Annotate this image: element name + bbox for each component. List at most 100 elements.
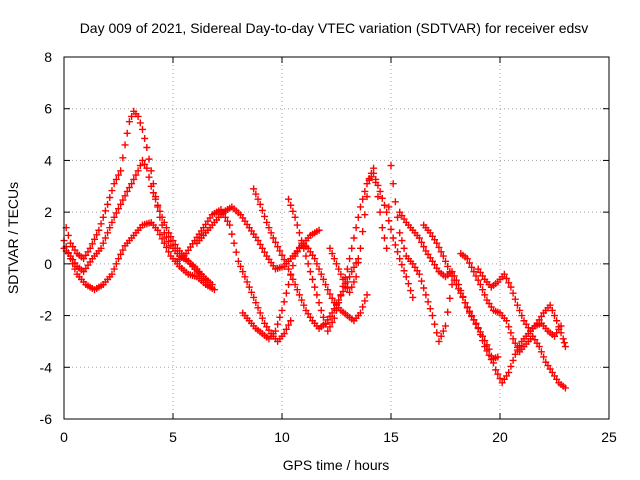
data-point [252,190,260,198]
data-point [289,207,297,215]
data-point [391,198,399,206]
data-point [287,201,295,209]
data-point [398,261,406,269]
data-point [350,234,358,242]
data-point [333,260,340,268]
data-point [561,384,569,392]
data-point [123,129,131,137]
data-point [221,213,229,221]
data-point [509,335,517,343]
data-point [560,339,568,347]
data-point [313,291,321,299]
data-point [476,281,484,289]
data-point [328,294,336,302]
data-point [160,239,168,247]
data-point [293,286,301,294]
data-point [385,217,393,225]
data-point [465,259,473,267]
data-point [452,281,460,289]
data-point [252,299,260,307]
data-point [518,312,526,320]
data-point [431,320,439,328]
data-point [481,291,489,299]
data-point [326,244,334,252]
data-point [507,283,515,291]
data-point [354,259,362,267]
data-point [359,228,367,236]
data-point [433,239,441,247]
data-point [289,275,297,283]
data-point [138,125,146,133]
data-point [267,229,275,237]
data-point [350,263,358,271]
data-point [110,265,118,273]
data-point [309,275,317,283]
data-point [387,162,395,170]
data-point [269,234,277,242]
data-point [380,234,388,242]
data-point [149,180,157,188]
data-point [156,213,164,221]
x-tick-label: 10 [274,429,290,445]
data-point [459,293,467,301]
data-point [341,280,349,288]
data-point [67,255,75,263]
data-point [254,304,262,312]
data-point [145,155,153,163]
data-point [450,276,458,284]
data-point [274,320,282,328]
data-point [337,270,345,278]
data-point [162,233,170,241]
data-point [463,255,471,263]
data-point [295,229,303,237]
x-tick-label: 15 [383,429,399,445]
data-point [422,291,430,299]
data-point [398,237,406,245]
data-point [348,268,356,276]
axis-ticks: 0 5 10 15 20 25 -6 -4 -2 0 2 4 6 8 [40,49,617,445]
data-point [439,252,447,260]
data-point [64,249,72,257]
data-point [285,281,293,289]
series-arc-2 [62,107,210,283]
data-point [271,238,279,246]
data-point [285,321,293,329]
data-point [370,164,378,172]
data-point [91,235,99,243]
data-point [93,231,101,239]
data-point [335,299,343,307]
data-point [426,305,434,313]
grid-lines [64,57,609,419]
data-point [311,283,319,291]
data-point [383,244,391,252]
data-point [494,370,502,378]
data-point [354,213,362,221]
data-point [250,293,258,301]
data-point [117,200,125,208]
data-point [400,267,408,275]
data-point [339,275,347,283]
data-point [247,288,255,296]
data-point [479,286,487,294]
data-point [278,306,286,314]
data-point [106,224,114,232]
series-arc-7 [239,239,371,343]
y-tick-label: 6 [44,101,52,117]
data-point [265,224,273,232]
data-point [359,195,367,203]
data-point [507,329,515,337]
data-point [158,235,166,243]
data-point [400,244,408,252]
data-point [494,353,502,361]
data-point [282,289,290,297]
data-point [326,290,334,298]
y-tick-label: 0 [44,256,52,272]
data-point [108,218,116,226]
data-point [291,252,299,260]
data-point [489,359,497,367]
series-arc-11 [420,221,565,387]
data-point [95,226,103,234]
data-point [101,234,109,242]
data-point [485,345,493,353]
